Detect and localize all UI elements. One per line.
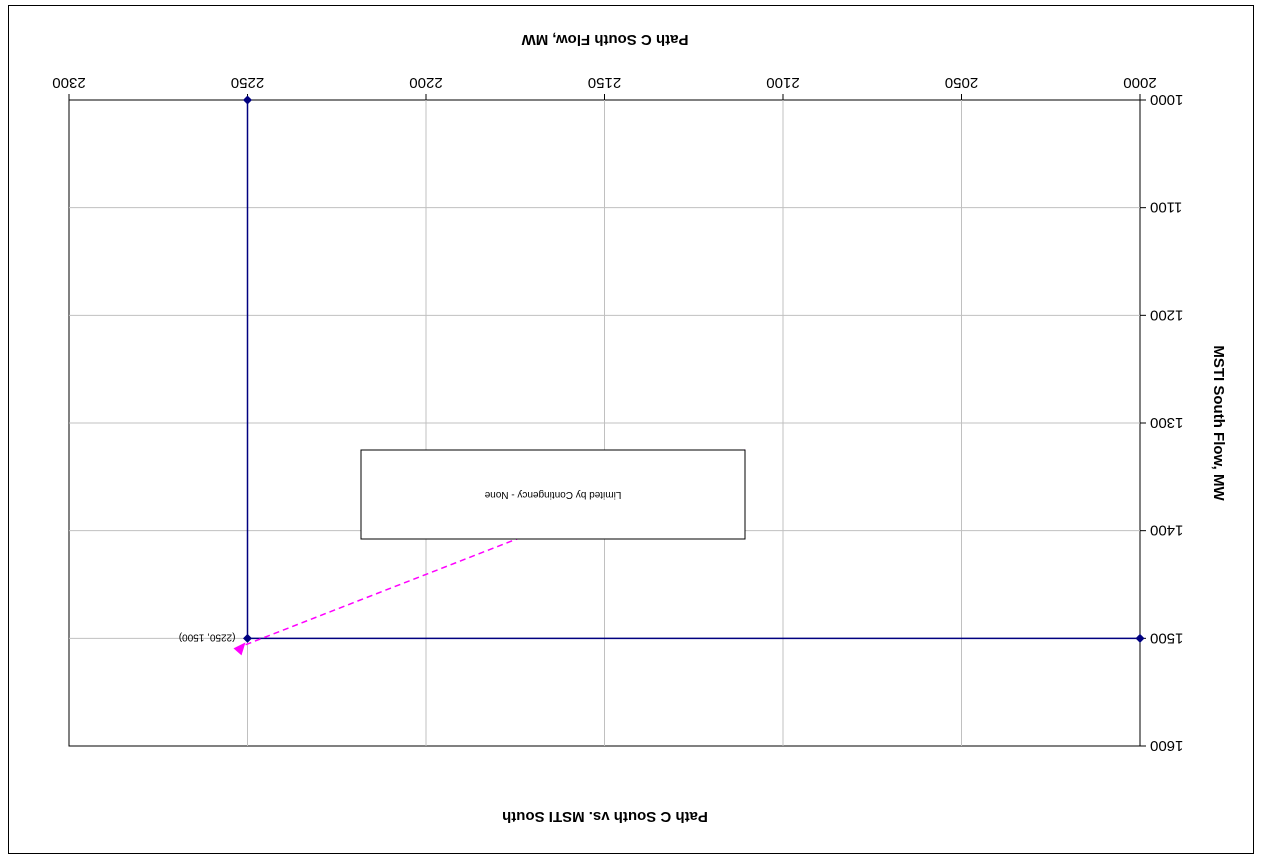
data-series	[233, 95, 1145, 656]
y-tick-label: 1300	[1150, 414, 1183, 431]
annotation-box	[360, 449, 746, 540]
x-tick-label: 2000	[1123, 74, 1156, 91]
y-tick-label: 1500	[1150, 629, 1183, 646]
data-point	[243, 633, 252, 643]
x-axis-title: Path C South Flow, MW	[521, 31, 689, 48]
x-tick-label: 2300	[52, 74, 85, 91]
series-line	[246, 100, 1140, 640]
y-tick-label: 1000	[1150, 91, 1183, 108]
point-label: (2250, 1500)	[179, 631, 236, 642]
annotation-text: Limited by Contingency - None	[484, 489, 621, 500]
chart-frame	[8, 5, 1254, 854]
axes: 2000 2050 2100 2150 2200 2250 2300 1000 1100 1200…	[52, 74, 1183, 754]
grid	[69, 100, 1140, 746]
x-tick-label: 2200	[409, 74, 442, 91]
y-tick-label: 1400	[1150, 522, 1183, 539]
x-tick-label: 2250	[231, 74, 264, 91]
chart-rotated-group: 2000 2050 2100 2150 2200 2250 2300 1000 1100 1200…	[52, 31, 1227, 825]
annotation-arrowhead	[233, 642, 246, 656]
y-axis-title: MSTI South Flow, MW	[1210, 345, 1227, 501]
y-tick-label: 1200	[1150, 306, 1183, 323]
chart-title: Path C South vs. MSTI South	[502, 808, 708, 825]
y-tick-label: 1100	[1150, 199, 1182, 216]
data-point	[1135, 633, 1145, 643]
x-tick-label: 2150	[588, 74, 621, 91]
x-tick-label: 2050	[945, 74, 978, 91]
data-point	[243, 95, 252, 105]
x-tick-label: 2100	[766, 74, 799, 91]
y-tick-label: 1600	[1150, 737, 1183, 754]
